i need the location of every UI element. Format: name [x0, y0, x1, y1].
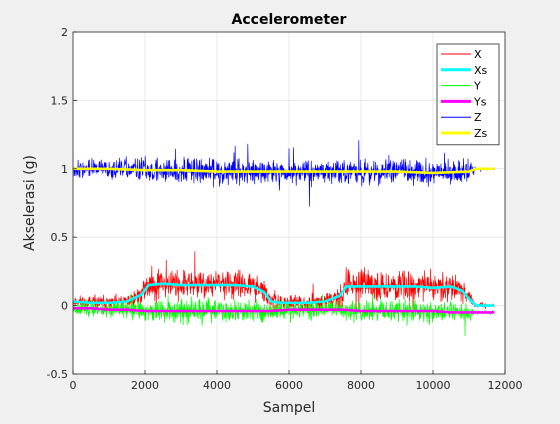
- series-xs-line: [73, 282, 495, 307]
- series-zs-line: [73, 167, 495, 175]
- legend-label-ys: Ys: [473, 95, 487, 108]
- legend: X Xs Y Ys Z Zs: [436, 43, 500, 146]
- x-tick-label: 12000: [488, 379, 523, 392]
- legend-box: [436, 43, 500, 146]
- y-tick-label: 0: [61, 300, 68, 313]
- x-tick-label: 0: [70, 379, 77, 392]
- y-tick-label: 0.5: [51, 231, 69, 244]
- y-tick-label: 1.5: [51, 94, 69, 107]
- x-tick-label: 6000: [275, 379, 303, 392]
- y-tick-label: -0.5: [47, 368, 68, 381]
- series-z-line: [73, 140, 495, 207]
- legend-label-xs: Xs: [474, 64, 488, 77]
- legend-label-y: Y: [473, 80, 481, 93]
- legend-label-x: X: [474, 48, 482, 61]
- x-tick-label: 10000: [416, 379, 451, 392]
- x-tick-label: 2000: [131, 379, 159, 392]
- axis-ticks: 0 2000 4000 6000 8000 10000 12000-0.500.511.52: [47, 26, 523, 392]
- x-tick-label: 4000: [203, 379, 231, 392]
- y-tick-label: 1: [61, 163, 68, 176]
- data-series-layer: [73, 140, 495, 337]
- x-tick-label: 8000: [347, 379, 375, 392]
- y-tick-label: 2: [61, 26, 68, 39]
- legend-label-zs: Zs: [474, 127, 488, 140]
- y-axis-label: Akselerasi (g): [22, 155, 38, 251]
- legend-label-z: Z: [474, 111, 482, 124]
- series-ys-line: [73, 307, 495, 314]
- x-axis-label: Sampel: [263, 400, 316, 416]
- chart-title: Accelerometer: [232, 12, 347, 28]
